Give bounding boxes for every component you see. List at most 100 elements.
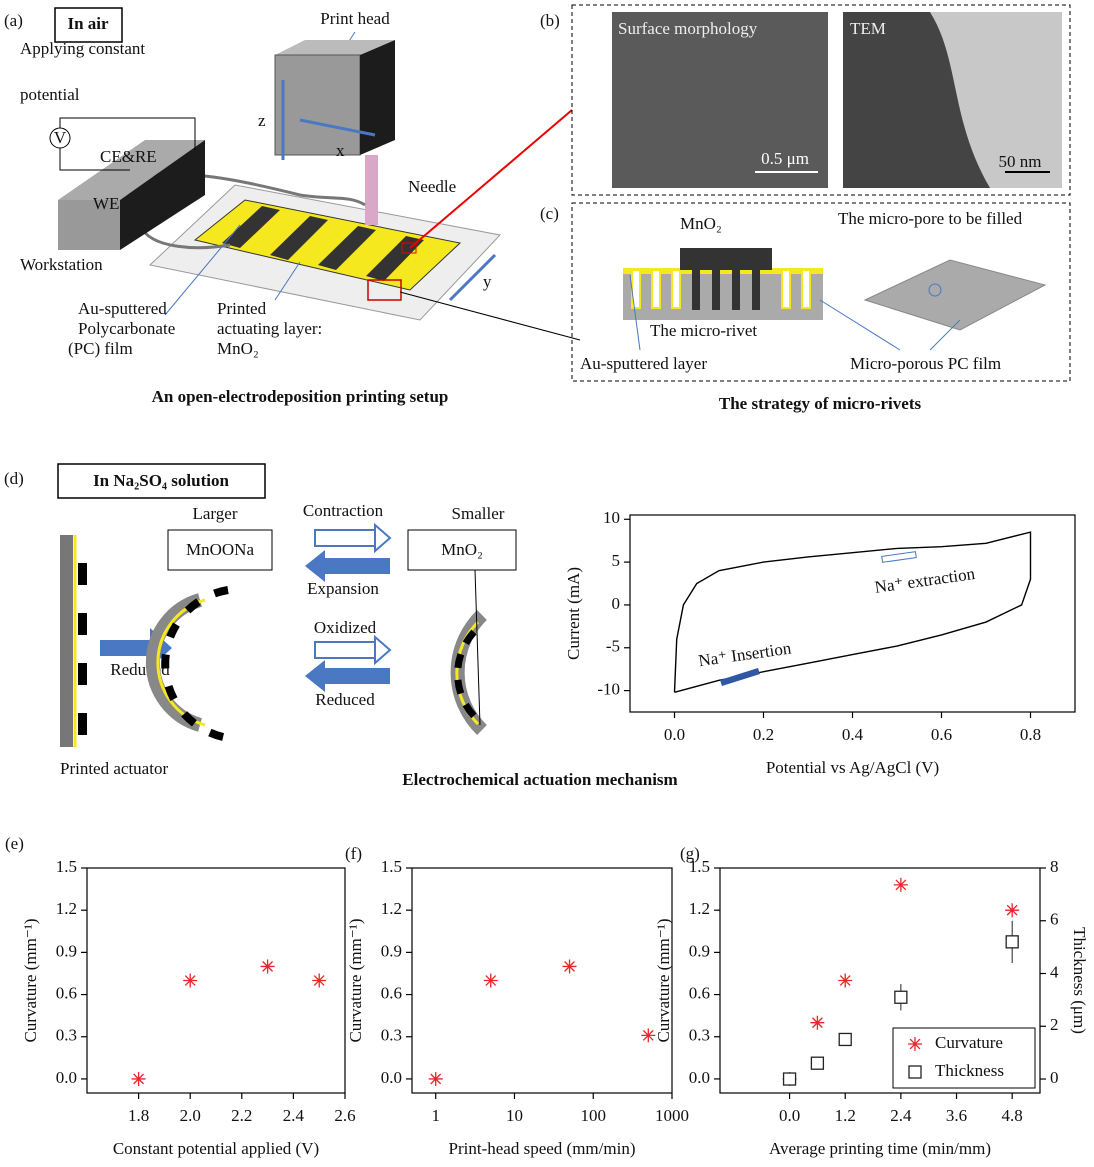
y-tick-label: 1.2 bbox=[56, 899, 77, 918]
marker bbox=[261, 959, 275, 973]
arrow bbox=[882, 552, 917, 563]
y-tick-label: 0.3 bbox=[381, 1026, 402, 1045]
label: The micro-pore to be filled bbox=[838, 209, 1023, 228]
panel-label: (e) bbox=[5, 834, 24, 853]
y2-tick-label: 0 bbox=[1050, 1068, 1059, 1087]
label: Contraction bbox=[303, 501, 384, 520]
y2-axis-label: Thickness (μm) bbox=[1070, 927, 1089, 1034]
y2-tick-label: 6 bbox=[1050, 910, 1059, 929]
species: MnOONa bbox=[186, 540, 254, 559]
marker bbox=[1005, 903, 1019, 917]
label: Printed actuator bbox=[60, 759, 168, 778]
x-tick-label: 2.2 bbox=[231, 1106, 252, 1125]
axis-name: z bbox=[258, 111, 266, 130]
marker bbox=[784, 1073, 796, 1085]
arrow bbox=[315, 642, 375, 658]
y-tick-label: 1.5 bbox=[689, 857, 710, 876]
x-axis-label: Print-head speed (mm/min) bbox=[449, 1139, 636, 1158]
plot-frame bbox=[630, 515, 1075, 712]
y-tick-label: 0.0 bbox=[689, 1068, 710, 1087]
label: Printed bbox=[217, 299, 267, 318]
label: Au-sputtered layer bbox=[580, 354, 707, 373]
y-tick-label: 0.6 bbox=[56, 983, 77, 1002]
y2-tick-label: 2 bbox=[1050, 1015, 1059, 1034]
label: WE bbox=[93, 194, 119, 213]
panel-label: (f) bbox=[345, 844, 362, 863]
caption: Electrochemical actuation mechanism bbox=[402, 770, 677, 789]
x-tick-label: 0.0 bbox=[779, 1106, 800, 1125]
arrow bbox=[305, 660, 390, 692]
image-label: Surface morphology bbox=[618, 19, 758, 38]
legend-label: Thickness bbox=[935, 1061, 1004, 1080]
plot-frame bbox=[412, 868, 672, 1093]
label: The micro-rivet bbox=[650, 321, 757, 340]
panel-label: (c) bbox=[540, 204, 559, 223]
marker bbox=[810, 1016, 824, 1030]
label: Reduced bbox=[315, 690, 375, 709]
marker bbox=[312, 974, 326, 988]
y-tick-label: 0 bbox=[612, 594, 621, 613]
head-side bbox=[360, 40, 395, 155]
marker bbox=[894, 878, 908, 892]
x-tick-label: 0.2 bbox=[753, 725, 774, 744]
y-tick-label: 0.3 bbox=[56, 1026, 77, 1045]
connector bbox=[400, 292, 580, 340]
condition: In air bbox=[67, 14, 109, 33]
marker bbox=[484, 974, 498, 988]
actuator bbox=[60, 535, 73, 747]
label: Print head bbox=[320, 9, 390, 28]
caption: An open-electrodeposition printing setup bbox=[152, 387, 449, 406]
label: Larger bbox=[193, 504, 238, 523]
x-tick-label: 2.6 bbox=[334, 1106, 355, 1125]
arrow bbox=[375, 525, 390, 551]
caption: The strategy of micro-rivets bbox=[719, 394, 922, 413]
label: (PC) film bbox=[68, 339, 133, 358]
y-tick-label: 0.6 bbox=[689, 983, 710, 1002]
y-tick-label: 0.9 bbox=[689, 941, 710, 960]
x-axis-label: Constant potential applied (V) bbox=[113, 1139, 319, 1158]
label: Smaller bbox=[452, 504, 505, 523]
x-tick-label: 0.0 bbox=[664, 725, 685, 744]
x-tick-label: 0.8 bbox=[1020, 725, 1041, 744]
x-tick-label: 2.4 bbox=[283, 1106, 305, 1125]
y-tick-label: 10 bbox=[603, 508, 620, 527]
marker bbox=[563, 959, 577, 973]
x-tick-label: 1.8 bbox=[128, 1106, 149, 1125]
label: Au-sputtered bbox=[78, 299, 167, 318]
x-tick-label: 2.0 bbox=[180, 1106, 201, 1125]
y-tick-label: 0.0 bbox=[56, 1068, 77, 1087]
figure: (a) In air Print head Applying constant … bbox=[0, 0, 1094, 1167]
y-tick-label: 1.5 bbox=[56, 857, 77, 876]
annotation: Na⁺ Insertion bbox=[697, 638, 793, 670]
y-tick-label: 1.5 bbox=[381, 857, 402, 876]
condition: In Na₂SO₄ solution bbox=[93, 471, 229, 490]
plot-frame bbox=[87, 868, 345, 1093]
label: potential bbox=[20, 85, 80, 104]
x-tick-label: 0.6 bbox=[931, 725, 952, 744]
y-tick-label: 0.3 bbox=[689, 1026, 710, 1045]
needle bbox=[365, 155, 378, 225]
axis-name: x bbox=[336, 141, 345, 160]
panel-label: (d) bbox=[4, 469, 24, 488]
x-tick-label: 3.6 bbox=[946, 1106, 967, 1125]
label: MnO₂ bbox=[680, 214, 722, 233]
label: Applying constant bbox=[20, 39, 145, 58]
species: MnO₂ bbox=[441, 540, 483, 559]
arrow bbox=[315, 530, 375, 546]
scale-label: 0.5 μm bbox=[761, 149, 809, 168]
label: CE&RE bbox=[100, 147, 157, 166]
data-line bbox=[675, 532, 1031, 692]
y-tick-label: -5 bbox=[606, 637, 620, 656]
marker bbox=[183, 974, 197, 988]
x-tick-label: 10 bbox=[506, 1106, 523, 1125]
y2-tick-label: 4 bbox=[1050, 962, 1059, 981]
legend-marker bbox=[909, 1066, 921, 1078]
y-tick-label: 1.2 bbox=[689, 899, 710, 918]
arrow bbox=[305, 550, 390, 582]
x-axis-label: Potential vs Ag/AgCl (V) bbox=[766, 758, 939, 777]
label: Needle bbox=[408, 177, 456, 196]
pc-sheet bbox=[865, 260, 1045, 330]
label: Expansion bbox=[307, 579, 379, 598]
y-axis-label: Current (mA) bbox=[564, 567, 583, 660]
x-tick-label: 1 bbox=[431, 1106, 440, 1125]
